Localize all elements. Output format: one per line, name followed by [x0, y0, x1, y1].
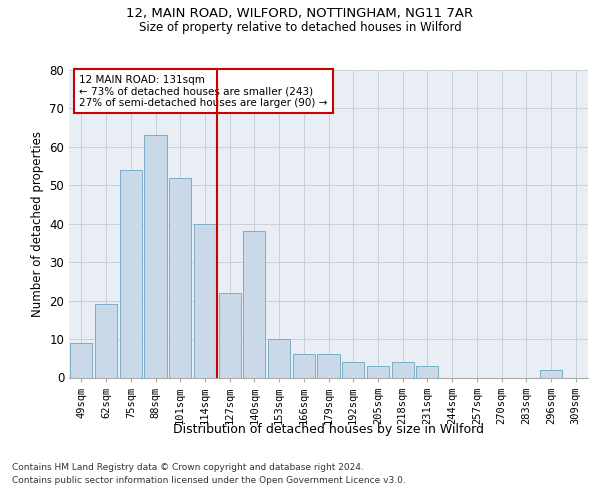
Text: Contains public sector information licensed under the Open Government Licence v3: Contains public sector information licen… — [12, 476, 406, 485]
Y-axis label: Number of detached properties: Number of detached properties — [31, 130, 44, 317]
Bar — [317, 354, 340, 378]
Bar — [145, 136, 167, 378]
Bar — [70, 343, 92, 378]
Bar — [367, 366, 389, 378]
Bar — [540, 370, 562, 378]
Bar — [169, 178, 191, 378]
Bar — [392, 362, 414, 378]
Text: Contains HM Land Registry data © Crown copyright and database right 2024.: Contains HM Land Registry data © Crown c… — [12, 462, 364, 471]
Bar — [119, 170, 142, 378]
Text: Size of property relative to detached houses in Wilford: Size of property relative to detached ho… — [139, 21, 461, 34]
Bar — [194, 224, 216, 378]
Bar — [243, 232, 265, 378]
Text: Distribution of detached houses by size in Wilford: Distribution of detached houses by size … — [173, 422, 484, 436]
Bar — [268, 339, 290, 378]
Bar — [218, 293, 241, 378]
Text: 12 MAIN ROAD: 131sqm
← 73% of detached houses are smaller (243)
27% of semi-deta: 12 MAIN ROAD: 131sqm ← 73% of detached h… — [79, 74, 328, 108]
Bar — [416, 366, 439, 378]
Bar — [95, 304, 117, 378]
Bar — [293, 354, 315, 378]
Bar — [342, 362, 364, 378]
Text: 12, MAIN ROAD, WILFORD, NOTTINGHAM, NG11 7AR: 12, MAIN ROAD, WILFORD, NOTTINGHAM, NG11… — [127, 8, 473, 20]
